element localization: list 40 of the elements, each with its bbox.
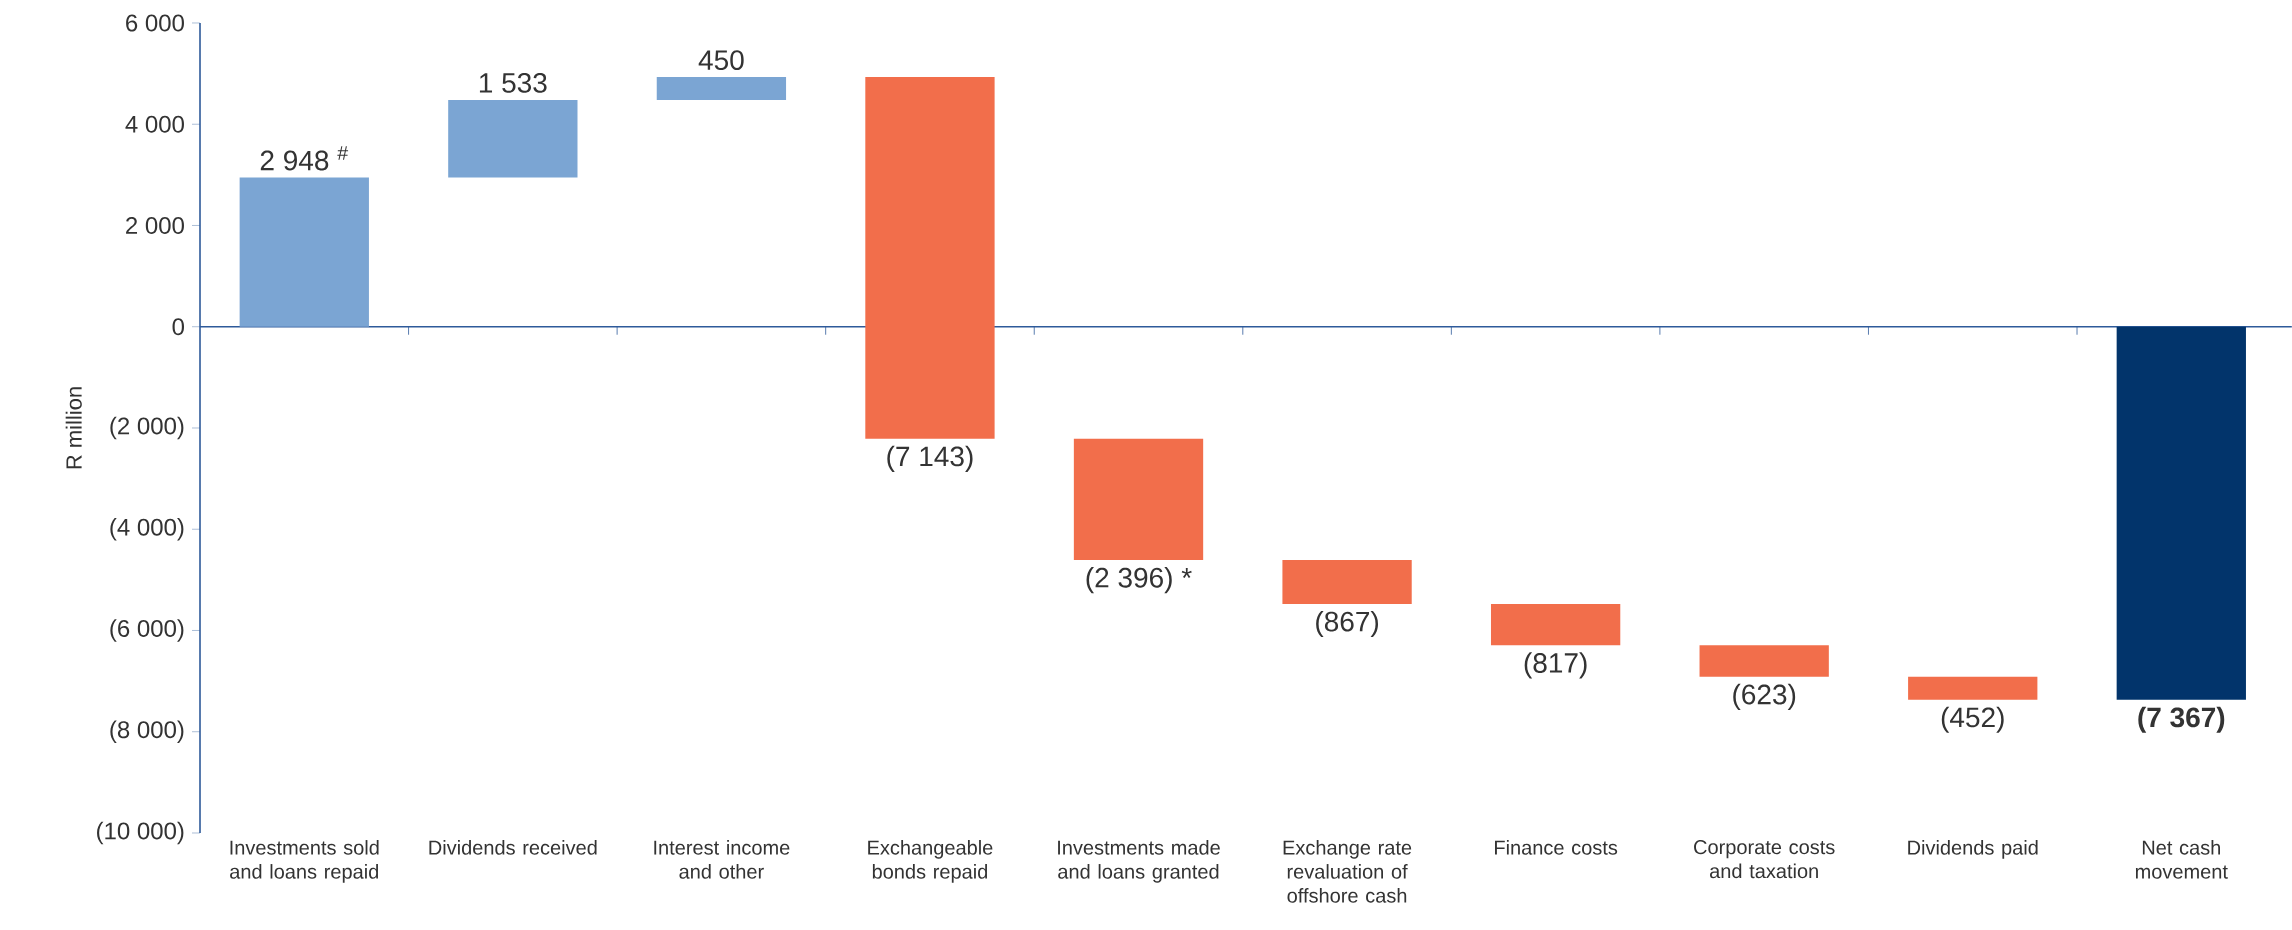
x-tick-label: Dividends paid [1908,840,2038,859]
x-tick-label: Exchangeable bonds repaid [868,840,993,883]
bar [1908,676,2038,700]
data-label: (452) [1941,706,2004,733]
data-label: (7 143) [887,445,973,472]
bar [1282,560,1412,604]
x-tick-label: Corporate costs and taxation [1694,840,1835,879]
y-tick-label: 0 [172,318,185,336]
x-tick-label: Investments made and loans granted [1058,840,1220,883]
x-tick-label: Dividends received [429,840,597,855]
bar [2116,326,2246,700]
x-tick-label: Net cash movement [2135,840,2228,879]
bar [1490,603,1621,646]
y-tick-label: 2 000 [126,216,184,234]
data-label: 450 [698,50,744,71]
data-label: 2 948 $^{#}$ [260,146,349,171]
x-tick-label: Exchange rate revaluation of offshore cash [1283,840,1412,903]
bar [1073,438,1204,561]
data-label: (817) [1524,652,1587,679]
data-label: 1 533 [479,72,547,93]
x-tick-label: Investments sold and loans repaid [230,840,379,883]
bar [865,77,995,439]
y-axis-title: R million [65,387,82,469]
data-label: (867) [1316,610,1379,638]
data-label: (7 367) [2138,706,2225,733]
y-tick-label: (4 000) [110,518,184,541]
bar [448,99,578,178]
data-label: (2 396) * [1086,567,1192,594]
x-tick-label: Finance costs [1495,840,1618,855]
y-tick-label: (2 000) [110,416,184,440]
x-tick-label: Interest income and other [654,840,790,879]
y-tick-label: (6 000) [110,619,184,642]
data-label: (623) [1733,683,1796,710]
y-tick-label: 4 000 [125,115,184,133]
bar [656,77,787,100]
y-tick-label: 6 000 [126,14,184,32]
bar [239,177,369,327]
y-tick-label: (8 000) [110,720,184,743]
bar [1699,645,1829,677]
y-tick-label: (10 000) [97,821,184,845]
